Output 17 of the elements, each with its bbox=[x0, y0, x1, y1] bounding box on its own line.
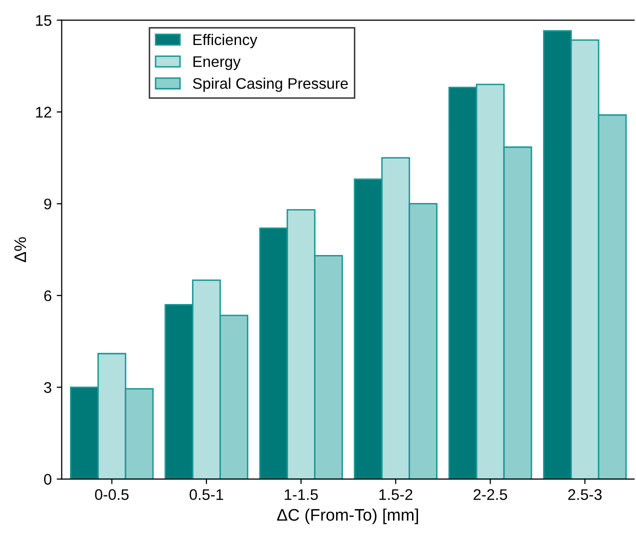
y-tick-label: 0 bbox=[44, 474, 52, 485]
x-tick-label: 2.5-3 bbox=[568, 489, 602, 500]
y-tick-label: 9 bbox=[44, 198, 52, 210]
y-tick-label: 12 bbox=[36, 106, 52, 118]
legend-label: Energy bbox=[194, 56, 241, 70]
x-tick-label: 0.5-1 bbox=[190, 489, 224, 500]
legend-label: Spiral Casing Pressure bbox=[192, 78, 348, 92]
y-tick-label: 6 bbox=[44, 290, 52, 302]
y-axis-title: Δ% bbox=[14, 237, 26, 262]
x-tick-label: 2-2.5 bbox=[474, 489, 508, 500]
y-tick-label: 15 bbox=[36, 15, 52, 26]
x-axis-title: ΔC (From-To) [mm] bbox=[277, 508, 418, 524]
x-tick-label: 0-0.5 bbox=[95, 489, 129, 500]
x-tick-label: 1-1.5 bbox=[284, 489, 318, 500]
y-tick-label: 3 bbox=[44, 382, 52, 393]
x-tick-label: 1.5-2 bbox=[379, 489, 412, 500]
legend-label: Efficiency bbox=[194, 34, 258, 48]
